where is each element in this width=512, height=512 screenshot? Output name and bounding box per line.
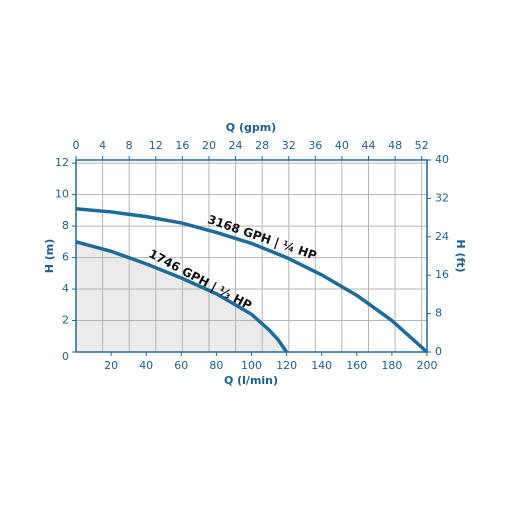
x2-tick-label: 8 xyxy=(126,139,133,152)
x2-tick-label: 32 xyxy=(282,139,296,152)
area xyxy=(76,241,287,352)
x2-tick-label: 20 xyxy=(202,139,216,152)
y2-axis-title: H (ft) xyxy=(454,239,467,272)
y2-tick-label: 8 xyxy=(435,307,442,320)
y2-tick-label: 24 xyxy=(435,230,449,243)
x-axis-title: Q (l/min) xyxy=(224,374,278,387)
x2-tick-label: 0 xyxy=(73,139,80,152)
x2-tick-label: 28 xyxy=(255,139,269,152)
x-tick-label: 20 xyxy=(104,359,118,372)
x2-tick-label: 36 xyxy=(308,139,322,152)
y-tick-label: 6 xyxy=(62,251,69,264)
x-tick-label: 160 xyxy=(346,359,367,372)
x2-tick-label: 16 xyxy=(175,139,189,152)
y2-tick-label: 0 xyxy=(435,345,442,358)
x-tick-label: 60 xyxy=(174,359,188,372)
y2-tick-label: 32 xyxy=(435,191,449,204)
x2-tick-label: 40 xyxy=(335,139,349,152)
y2-tick-label: 40 xyxy=(435,153,449,166)
y-tick-label: 12 xyxy=(55,156,69,169)
y-tick-label: 0 xyxy=(62,350,69,363)
x-tick-label: 100 xyxy=(241,359,262,372)
x2-tick-label: 48 xyxy=(388,139,402,152)
x-tick-label: 120 xyxy=(276,359,297,372)
y-tick-label: 2 xyxy=(62,314,69,327)
x2-tick-label: 4 xyxy=(99,139,106,152)
x-tick-label: 180 xyxy=(381,359,402,372)
x2-tick-label: 24 xyxy=(229,139,243,152)
x2-tick-label: 44 xyxy=(362,139,376,152)
x-tick-label: 40 xyxy=(139,359,153,372)
curve xyxy=(75,207,429,354)
x-tick-label: 200 xyxy=(417,359,438,372)
y-tick-label: 10 xyxy=(55,188,69,201)
y-tick-label: 4 xyxy=(62,282,69,295)
curve xyxy=(75,240,289,354)
x2-tick-label: 52 xyxy=(415,139,429,152)
y-tick-label: 8 xyxy=(62,219,69,232)
x2-tick-label: 12 xyxy=(149,139,163,152)
x-tick-label: 80 xyxy=(209,359,223,372)
y2-tick-label: 16 xyxy=(435,268,449,281)
x2-axis-title: Q (gpm) xyxy=(226,121,276,134)
y-axis-title: H (m) xyxy=(43,239,56,274)
x-tick-label: 140 xyxy=(311,359,332,372)
